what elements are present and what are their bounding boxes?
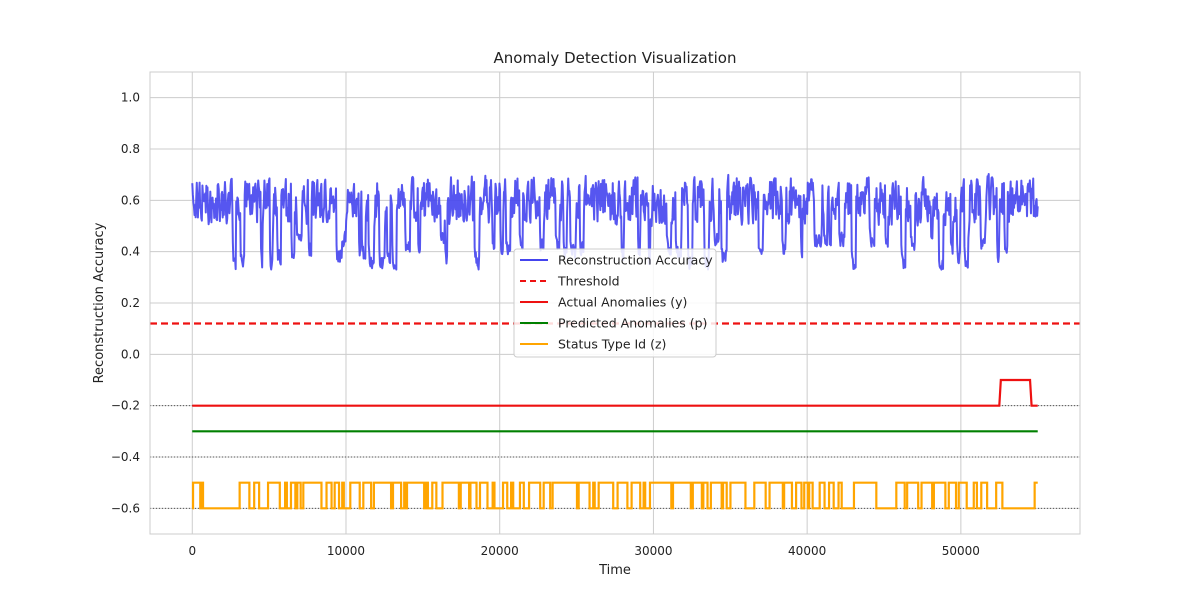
legend-label: Threshold bbox=[557, 274, 620, 289]
x-tick-label: 20000 bbox=[481, 544, 519, 558]
legend-box bbox=[513, 248, 717, 358]
y-tick-label: 0.6 bbox=[121, 193, 140, 207]
legend-label: Status Type Id (z) bbox=[558, 337, 666, 352]
x-axis-ticks: 0 10000 20000 30000 40000 50000 bbox=[188, 544, 980, 558]
y-tick-label: −0.4 bbox=[111, 450, 140, 464]
x-tick-label: 30000 bbox=[634, 544, 672, 558]
y-tick-label: 1.0 bbox=[121, 91, 140, 105]
legend-label: Reconstruction Accuracy bbox=[558, 253, 713, 268]
legend-label: Predicted Anomalies (p) bbox=[558, 316, 707, 331]
y-axis-ticks: 1.0 0.8 0.6 0.4 0.2 0.0 −0.2 −0.4 −0.6 bbox=[111, 91, 140, 516]
y-tick-label: 0.0 bbox=[121, 347, 140, 361]
legend-label: Actual Anomalies (y) bbox=[558, 295, 687, 310]
x-tick-label: 50000 bbox=[942, 544, 980, 558]
x-axis-label: Time bbox=[598, 563, 631, 578]
x-tick-label: 40000 bbox=[788, 544, 826, 558]
legend: Reconstruction Accuracy Threshold Actual A… bbox=[513, 248, 717, 358]
series-line-status-type-id bbox=[191, 481, 1038, 510]
y-axis-label: Reconstruction Accuracy bbox=[92, 222, 107, 383]
chart-title: Anomaly Detection Visualization bbox=[494, 49, 737, 67]
x-tick-label: 10000 bbox=[327, 544, 365, 558]
x-tick-label: 0 bbox=[188, 544, 196, 558]
series-line-actual-anomalies bbox=[192, 378, 1038, 407]
y-tick-label: 0.2 bbox=[121, 296, 140, 310]
y-tick-label: 0.8 bbox=[121, 142, 140, 156]
y-tick-label: −0.2 bbox=[111, 399, 140, 413]
series-line-reconstruction-accuracy bbox=[191, 173, 1039, 271]
plot-frame bbox=[149, 71, 1081, 535]
y-tick-label: −0.6 bbox=[111, 501, 140, 515]
y-tick-label: 0.4 bbox=[121, 245, 140, 259]
